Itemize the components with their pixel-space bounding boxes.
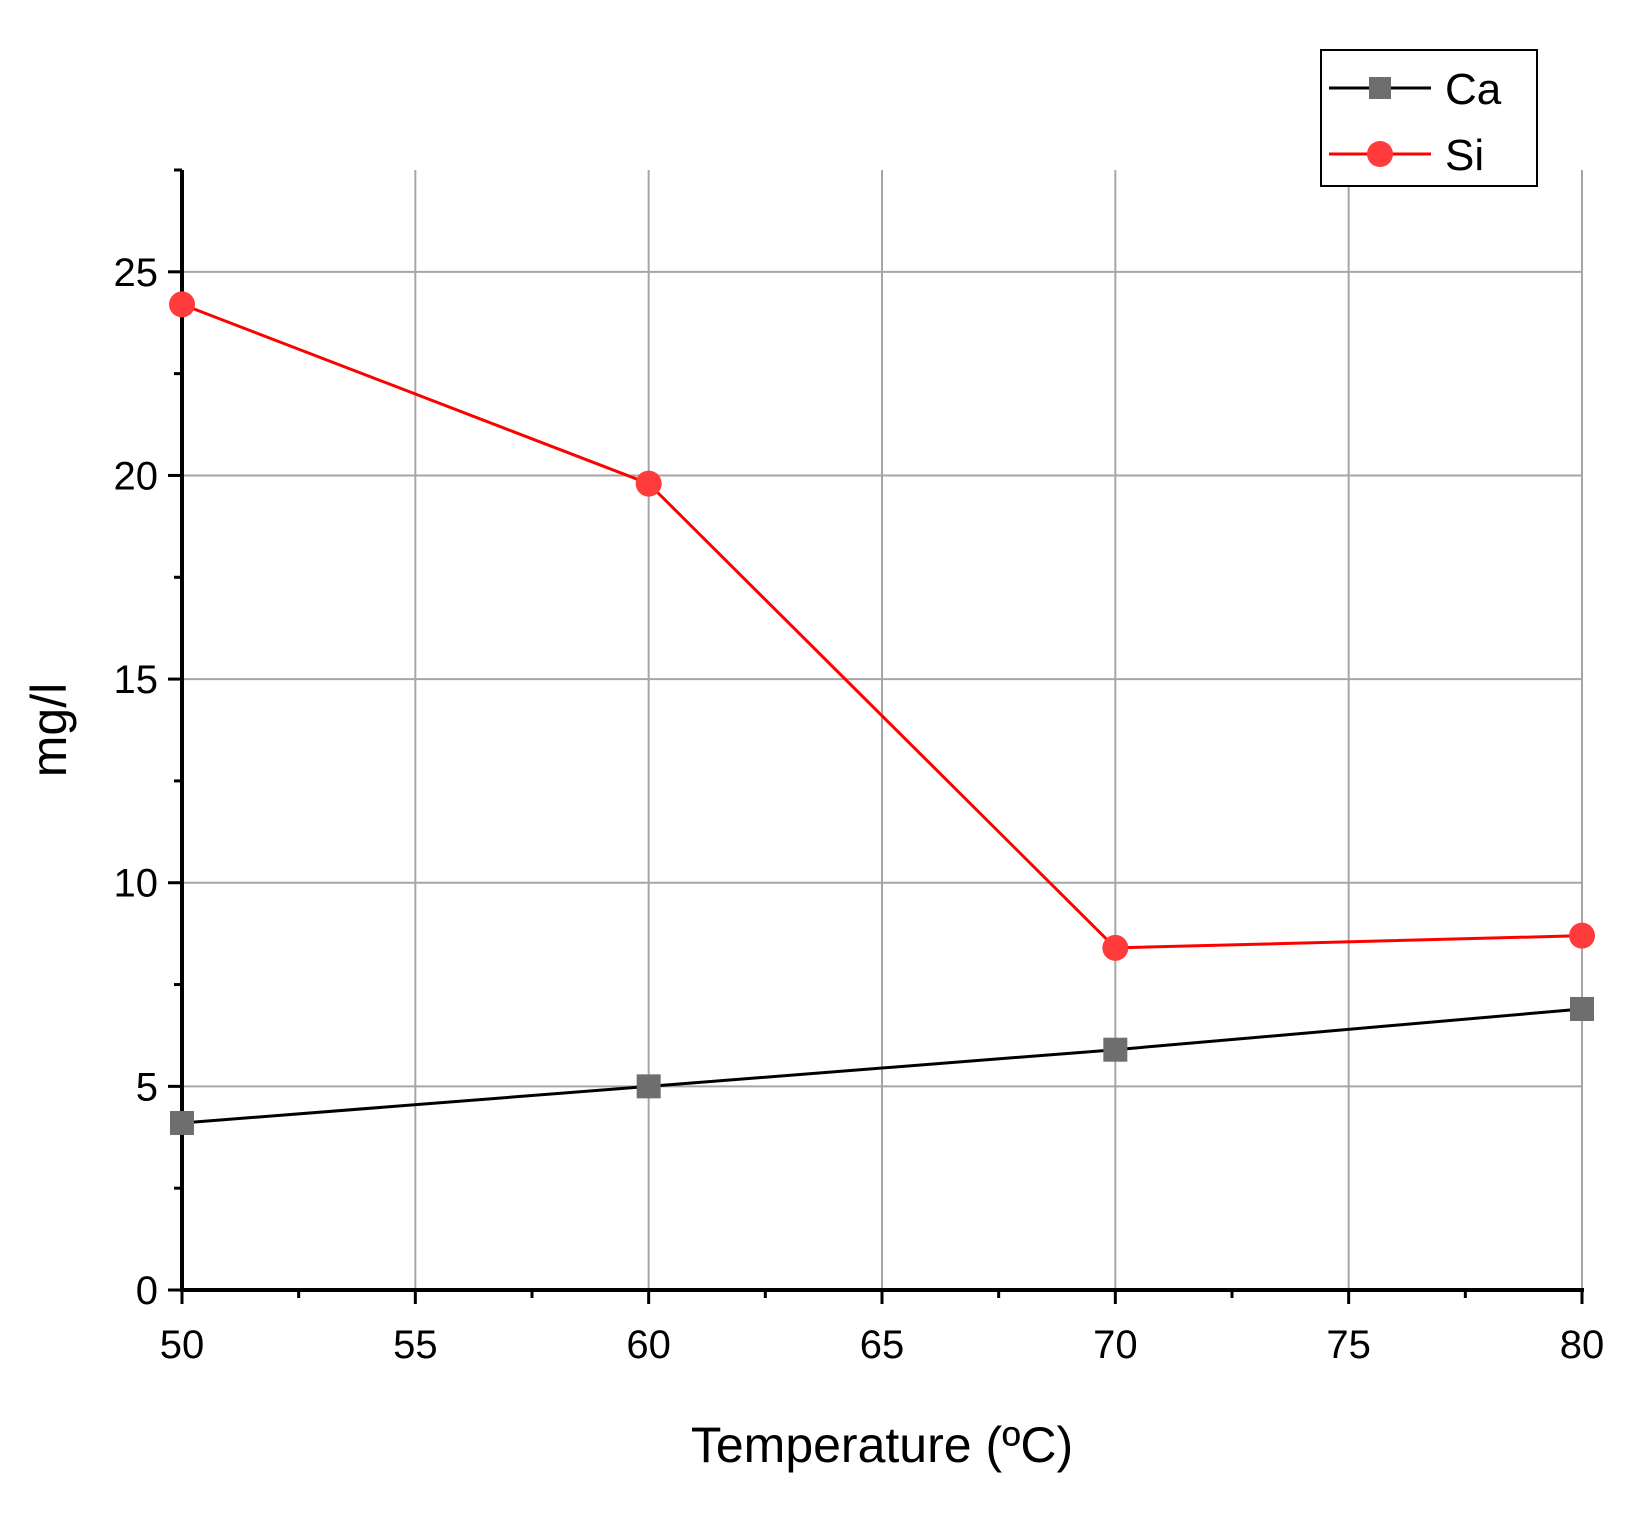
y-axis-title: mg/l (21, 683, 77, 777)
series-line-ca (181, 1007, 1583, 1125)
y-tick-label: 15 (114, 658, 159, 702)
x-tick-label: 65 (860, 1323, 905, 1367)
y-tick-label: 10 (114, 862, 159, 906)
x-axis-title: Temperature (ºC) (691, 1417, 1073, 1473)
legend-marker-si (1367, 141, 1393, 167)
legend-label-ca: Ca (1445, 65, 1502, 114)
data-point-ca (1570, 996, 1594, 1021)
legend-box (1320, 49, 1538, 187)
legend-marker-ca (1369, 77, 1391, 99)
grid (182, 170, 1583, 1290)
x-tick-label: 80 (1560, 1323, 1605, 1367)
x-tick-label: 55 (393, 1323, 438, 1367)
series (169, 291, 1595, 1136)
ticks: 50 55 60 65 70 75 80 0 5 10 15 20 25 (114, 168, 1605, 1367)
data-point-ca (170, 1111, 194, 1136)
data-point-ca (1103, 1037, 1128, 1062)
y-tick-label: 20 (114, 454, 159, 498)
legend: Ca Si (1320, 49, 1538, 187)
data-point-ca (636, 1074, 661, 1099)
x-tick-label: 75 (1326, 1323, 1371, 1367)
legend-label-si: Si (1445, 131, 1484, 180)
y-tick-label: 5 (136, 1065, 158, 1109)
x-tick-label: 60 (626, 1323, 671, 1367)
data-point-si (1102, 934, 1129, 961)
y-tick-label: 25 (114, 251, 159, 295)
data-point-si (635, 470, 662, 497)
x-tick-label: 50 (160, 1323, 205, 1367)
y-tick-label: 0 (136, 1269, 158, 1313)
data-point-si (169, 291, 195, 318)
data-point-si (1569, 922, 1595, 949)
x-tick-label: 70 (1093, 1323, 1138, 1367)
series-line-si (181, 302, 1583, 950)
